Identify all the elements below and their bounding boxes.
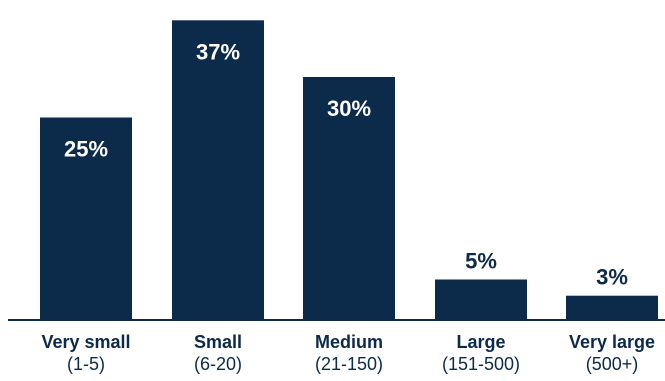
data-label-1: 37% [196, 39, 240, 64]
data-label-4: 3% [596, 265, 628, 290]
category-range: (151-500) [441, 354, 521, 374]
data-labels-layer: 25% 37% 30% 5% 3% [64, 39, 628, 289]
category-name: Large [456, 332, 506, 352]
bar-1 [172, 20, 264, 321]
data-label-0: 25% [64, 137, 108, 162]
category-name: Medium [314, 332, 383, 352]
category-label-medium: Medium (21-150) [279, 331, 419, 375]
bar-2 [303, 77, 395, 320]
category-name: Very small [41, 332, 131, 352]
data-label-2: 30% [327, 96, 371, 121]
bar-0 [40, 117, 132, 320]
category-name: Very large [568, 332, 656, 352]
data-label-3: 5% [465, 249, 497, 274]
category-range: (1-5) [66, 354, 105, 374]
category-range: (500+) [585, 354, 639, 374]
bar-4 [566, 295, 658, 320]
category-name: Small [193, 332, 243, 352]
category-label-large: Large (151-500) [411, 331, 551, 375]
bar-3 [435, 279, 527, 320]
category-range: (6-20) [193, 354, 242, 374]
bars-layer [40, 20, 658, 321]
category-label-small: Small (6-20) [148, 331, 288, 375]
category-range: (21-150) [314, 354, 384, 374]
category-label-very-large: Very large (500+) [542, 331, 665, 375]
category-label-very-small: Very small (1-5) [16, 331, 156, 375]
